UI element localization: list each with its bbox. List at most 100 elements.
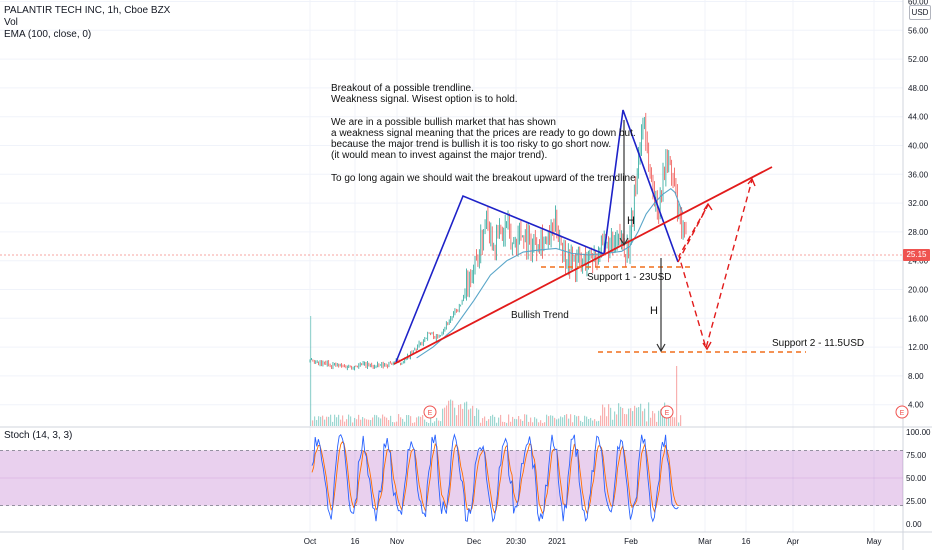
volume-bar <box>438 420 440 426</box>
volume-bar <box>336 417 338 426</box>
volume-bar <box>526 414 528 426</box>
volume-bar <box>592 420 594 426</box>
volume-bar <box>372 417 374 426</box>
volume-bar <box>652 410 654 426</box>
volume-bar <box>476 408 478 426</box>
volume-bar <box>514 418 516 426</box>
ema-legend[interactable]: EMA (100, close, 0) <box>4 29 92 40</box>
volume-bar <box>388 420 390 426</box>
earnings-marker: E <box>423 405 437 419</box>
volume-bar <box>634 405 636 426</box>
volume-bar <box>612 419 614 426</box>
volume-bar <box>544 422 546 426</box>
volume-bar <box>418 416 420 426</box>
currency-badge[interactable]: USD <box>909 5 931 20</box>
volume-bar <box>626 414 628 426</box>
volume-bar <box>366 419 368 426</box>
volume-bar <box>484 416 486 426</box>
price-tick-label: 4.00 <box>908 401 924 410</box>
volume-bar <box>594 419 596 426</box>
volume-bar <box>406 415 408 426</box>
volume-bar <box>492 414 494 426</box>
volume-bar <box>674 417 676 426</box>
volume-bar <box>602 404 604 426</box>
volume-bar <box>440 421 442 426</box>
volume-bar <box>500 414 502 426</box>
last-price-badge: 25.15 <box>903 249 930 261</box>
volume-bar <box>334 414 336 426</box>
volume-bar <box>326 416 328 426</box>
volume-bar <box>402 418 404 426</box>
earnings-marker-circle <box>895 405 909 419</box>
volume-bar <box>340 419 342 426</box>
volume-bar <box>528 421 530 426</box>
stoch-title[interactable]: Stoch (14, 3, 3) <box>4 430 73 441</box>
volume-bar <box>506 422 508 426</box>
volume-bar <box>636 407 638 426</box>
ema-line <box>416 188 684 359</box>
volume-bar <box>460 404 462 426</box>
volume-bar <box>550 415 552 426</box>
volume-bar <box>350 416 352 426</box>
volume-bar <box>324 419 326 426</box>
price-tick-label: 24.00 <box>908 257 929 266</box>
time-tick-label: Nov <box>390 537 404 546</box>
volume-bar <box>608 404 610 426</box>
volume-bar <box>328 416 330 426</box>
price-tick-label: 32.00 <box>908 199 929 208</box>
volume-bar <box>428 422 430 426</box>
stoch-k-line <box>311 433 679 523</box>
arrow-head <box>619 237 629 247</box>
volume-bar <box>410 416 412 426</box>
volume-bar <box>512 416 514 426</box>
arrow-head <box>656 343 666 353</box>
price-tick-label: 8.00 <box>908 372 924 381</box>
time-tick-label: Oct <box>304 537 317 546</box>
volume-bar <box>552 415 554 426</box>
volume-bar <box>474 415 476 426</box>
volume-bar <box>542 422 544 426</box>
volume-bar <box>574 415 576 426</box>
volume-bar <box>540 420 542 426</box>
volume-bar <box>586 416 588 426</box>
volume-bar <box>572 422 574 426</box>
volume-bar <box>590 417 592 426</box>
volume-bar <box>640 403 642 426</box>
volume-bar <box>392 422 394 426</box>
volume-bar <box>532 422 534 426</box>
volume-bar <box>412 422 414 426</box>
volume-bar <box>386 417 388 426</box>
stoch-tick-label: 50.00 <box>906 474 927 483</box>
volume-bar <box>516 419 518 426</box>
volume-bar <box>570 414 572 426</box>
volume-bar <box>522 420 524 426</box>
volume-bar <box>622 408 624 426</box>
volume-bar <box>398 414 400 426</box>
price-tick-label: 28.00 <box>908 228 929 237</box>
volume-bar <box>644 408 646 426</box>
volume-bars <box>310 316 682 426</box>
volume-bar <box>548 416 550 426</box>
projection-path <box>677 179 753 351</box>
h-label: H <box>627 215 635 227</box>
price-tick-label: 56.00 <box>908 26 929 35</box>
stoch-tick-label: 75.00 <box>906 451 927 460</box>
volume-bar <box>580 420 582 426</box>
price-tick-label: 16.00 <box>908 314 929 323</box>
volume-bar <box>320 416 322 426</box>
volume-bar <box>638 407 640 426</box>
volume-legend[interactable]: Vol <box>4 17 18 28</box>
stoch-tick-label: 100.00 <box>906 428 931 437</box>
price-tick-label: 40.00 <box>908 142 929 151</box>
volume-bar <box>480 422 482 426</box>
volume-bar <box>596 421 598 426</box>
volume-bar <box>354 417 356 426</box>
volume-bar <box>582 422 584 426</box>
price-tick-label: 44.00 <box>908 113 929 122</box>
volume-bar <box>390 415 392 426</box>
chart-title[interactable]: PALANTIR TECH INC, 1h, Cboe BZX <box>4 5 171 16</box>
volume-bar <box>364 418 366 426</box>
volume-bar <box>588 419 590 426</box>
volume-bar <box>554 417 556 426</box>
